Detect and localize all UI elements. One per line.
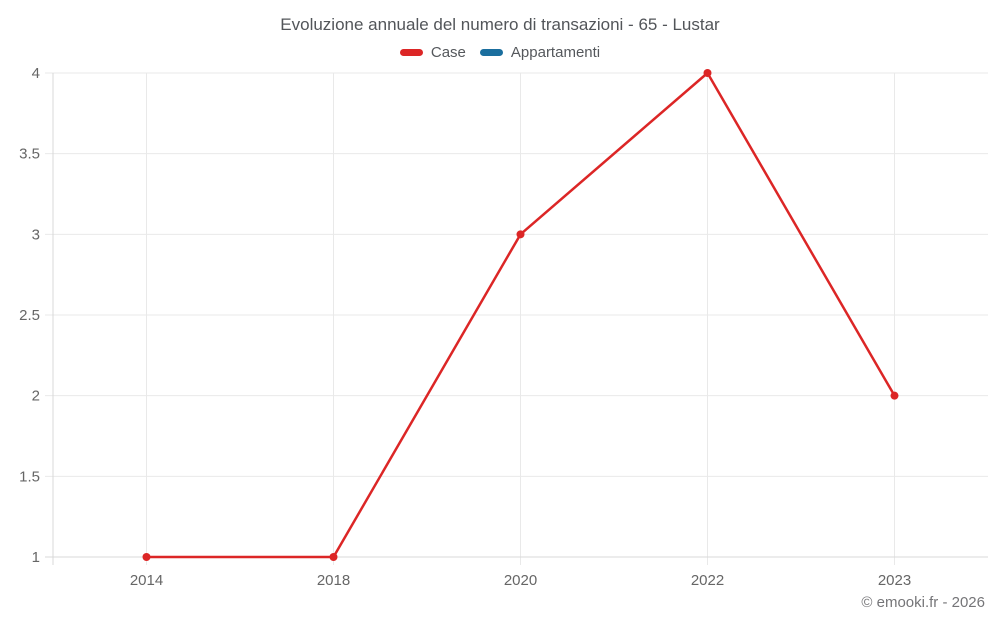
y-tick-label: 2.5 xyxy=(19,307,40,324)
x-tick-label: 2018 xyxy=(317,572,350,589)
chart-title: Evoluzione annuale del numero di transaz… xyxy=(280,15,720,34)
data-point-case-2014[interactable] xyxy=(142,553,151,561)
data-point-case-2020[interactable] xyxy=(516,230,525,239)
y-tick-label: 3.5 xyxy=(19,146,40,163)
data-point-case-2022[interactable] xyxy=(703,69,712,77)
appartamenti-series-swatch-icon xyxy=(479,49,503,56)
legend: Case Appartamenti xyxy=(0,44,1000,61)
legend-label-case: Case xyxy=(430,44,466,61)
legend-item-appartamenti[interactable]: Appartamenti xyxy=(479,44,601,61)
copyright-text: © emooki.fr - 2026 xyxy=(861,594,985,611)
x-tick-label: 2023 xyxy=(878,572,911,589)
y-tick-label: 3 xyxy=(32,226,40,243)
x-tick-label: 2014 xyxy=(130,572,163,589)
data-point-case-2023[interactable] xyxy=(890,391,899,400)
legend-item-case[interactable]: Case xyxy=(399,44,466,61)
y-tick-label: 1 xyxy=(32,549,40,566)
y-tick-label: 2 xyxy=(32,388,40,405)
x-tick-label: 2020 xyxy=(504,572,537,589)
x-tick-label: 2022 xyxy=(691,572,724,589)
y-tick-label: 1.5 xyxy=(19,468,40,485)
data-point-case-2018[interactable] xyxy=(329,553,338,561)
legend-label-appartamenti: Appartamenti xyxy=(510,44,601,61)
y-tick-label: 4 xyxy=(32,65,40,82)
case-series-swatch-icon xyxy=(399,49,423,56)
